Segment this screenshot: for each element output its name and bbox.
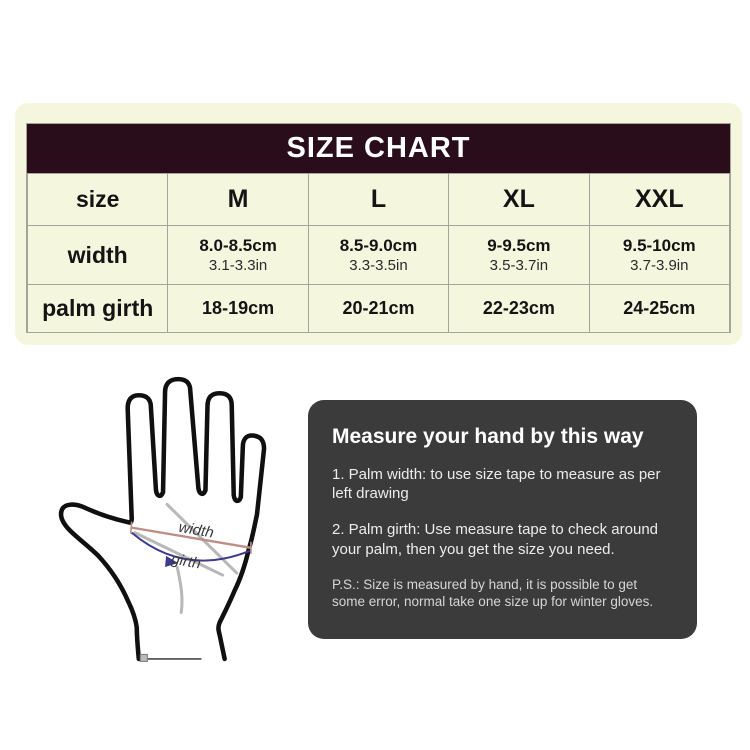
palm-crease-line [175,565,184,614]
table-row-sizes: size M L XL XXL [26,173,731,226]
width-cm-xl: 9-9.5cm [487,236,551,256]
girth-cell-xxl: 24-25cm [588,284,731,333]
width-measure-line [131,526,252,549]
table-row-width: width 8.0-8.5cm 3.1-3.3in 8.5-9.0cm 3.3-… [26,225,731,285]
column-header-l: L [307,173,450,226]
width-cm-xxl: 9.5-10cm [622,236,696,256]
girth-cell-m: 18-19cm [167,284,309,333]
hand-measurement-diagram: width girth [58,376,267,662]
measure-instructions-panel: Measure your hand by this way 1. Palm wi… [308,400,697,639]
width-cell-l: 8.5-9.0cm 3.3-3.5in [307,225,450,285]
width-in-xl: 3.5-3.7in [489,256,549,274]
instructions-ps-note: P.S.: Size is measured by hand, it is po… [332,576,654,610]
girth-cell-l: 20-21cm [307,284,450,333]
girth-label: girth [170,551,202,573]
hand-outline-illustration [58,376,267,662]
column-header-m: M [167,173,309,226]
girth-arrowhead [165,555,179,568]
width-cell-xxl: 9.5-10cm 3.7-3.9in [588,225,731,285]
table-row-palm-girth: palm girth 18-19cm 20-21cm 22-23cm 24-25… [26,284,731,333]
size-chart-title: SIZE CHART [286,132,471,164]
instructions-title: Measure your hand by this way [332,425,644,448]
girth-measure-arc [131,531,251,562]
width-cell-m: 8.0-8.5cm 3.1-3.3in [167,225,309,285]
row-label-palm-girth: palm girth [26,284,169,333]
width-cell-xl: 9-9.5cm 3.5-3.7in [448,225,590,285]
size-chart-table-frame: SIZE CHART size M L XL XXL width 8.0-8.5… [26,123,731,333]
width-cm-m: 8.0-8.5cm [199,236,277,256]
wrist-marker-square [139,653,148,662]
row-label-width: width [26,225,169,285]
column-header-size: size [26,173,169,226]
column-header-xxl: XXL [588,173,731,226]
column-header-xl: XL [448,173,590,226]
palm-crease-line [133,531,225,577]
width-label: width [177,519,215,542]
width-in-m: 3.1-3.3in [208,256,268,274]
width-in-l: 3.3-3.5in [349,256,408,274]
instruction-step-2: 2. Palm girth: Use measure tape to check… [332,521,659,558]
size-chart-panel: SIZE CHART size M L XL XXL width 8.0-8.5… [15,103,742,345]
width-measure-tick [129,521,252,554]
size-chart-table: size M L XL XXL width 8.0-8.5cm 3.1-3.3i… [26,173,731,333]
size-chart-title-bar: SIZE CHART [27,124,730,173]
width-in-xxl: 3.7-3.9in [630,256,689,274]
instruction-step-1: 1. Palm width: to use size tape to measu… [332,466,661,503]
girth-cell-xl: 22-23cm [448,284,590,333]
width-cm-l: 8.5-9.0cm [339,236,418,256]
